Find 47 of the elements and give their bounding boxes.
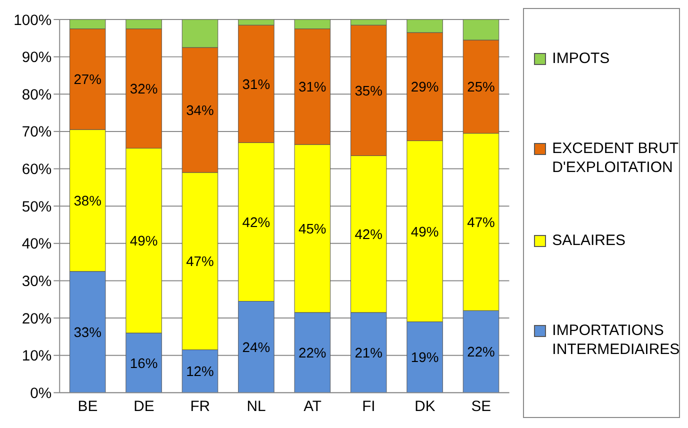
data-label: 34% <box>186 102 214 118</box>
x-tick-label: NL <box>246 399 266 416</box>
y-tick-label: 80% <box>22 87 52 104</box>
data-label: 31% <box>298 78 326 95</box>
y-tick-label: 100% <box>14 12 52 29</box>
data-label: 12% <box>186 363 214 380</box>
data-label: 19% <box>410 349 439 366</box>
data-label: 27% <box>74 71 102 88</box>
data-label: 31% <box>242 76 270 92</box>
x-tick-label: DE <box>134 399 154 416</box>
legend-label: IMPOTS <box>552 49 611 68</box>
legend-label: IMPORTATIONS INTERMEDIAIRES <box>552 321 680 359</box>
y-tick-label: 60% <box>22 162 52 178</box>
x-tick-label: DK <box>414 399 436 416</box>
data-label: 47% <box>467 214 495 230</box>
data-label: 49% <box>410 223 439 240</box>
data-label: 49% <box>130 232 158 249</box>
x-tick-label: SE <box>471 399 492 416</box>
x-tick-label: AT <box>304 399 322 416</box>
data-label: 22% <box>467 344 495 360</box>
data-label: 21% <box>354 344 382 361</box>
y-tick-label: 90% <box>22 50 52 66</box>
y-tick-label: 70% <box>22 124 52 141</box>
data-label: 47% <box>186 253 214 270</box>
x-tick-label: FR <box>190 399 210 416</box>
data-label: 33% <box>74 324 102 340</box>
x-tick-label: BE <box>78 399 98 416</box>
data-label: 45% <box>298 220 326 236</box>
legend-label: SALAIRES <box>552 231 627 250</box>
y-tick-label: 20% <box>22 311 52 328</box>
data-label: 29% <box>410 78 439 95</box>
data-label: 42% <box>242 214 270 230</box>
y-tick-label: 30% <box>22 274 52 290</box>
data-label: 35% <box>354 82 382 98</box>
y-tick-label: 0% <box>30 386 52 402</box>
y-tick-label: 50% <box>22 199 52 216</box>
data-label: 24% <box>242 338 270 355</box>
data-label: 32% <box>130 80 158 97</box>
data-label: 16% <box>130 354 158 371</box>
legend-label: EXCEDENT BRUT D'EXPLOITATION <box>552 139 680 177</box>
y-tick-label: 40% <box>22 236 52 253</box>
y-tick-label: 10% <box>22 348 52 365</box>
data-label: 25% <box>467 78 495 95</box>
data-label: 22% <box>298 344 326 361</box>
data-label: 38% <box>74 192 102 208</box>
data-label: 42% <box>354 226 382 242</box>
x-tick-label: FI <box>362 399 376 416</box>
